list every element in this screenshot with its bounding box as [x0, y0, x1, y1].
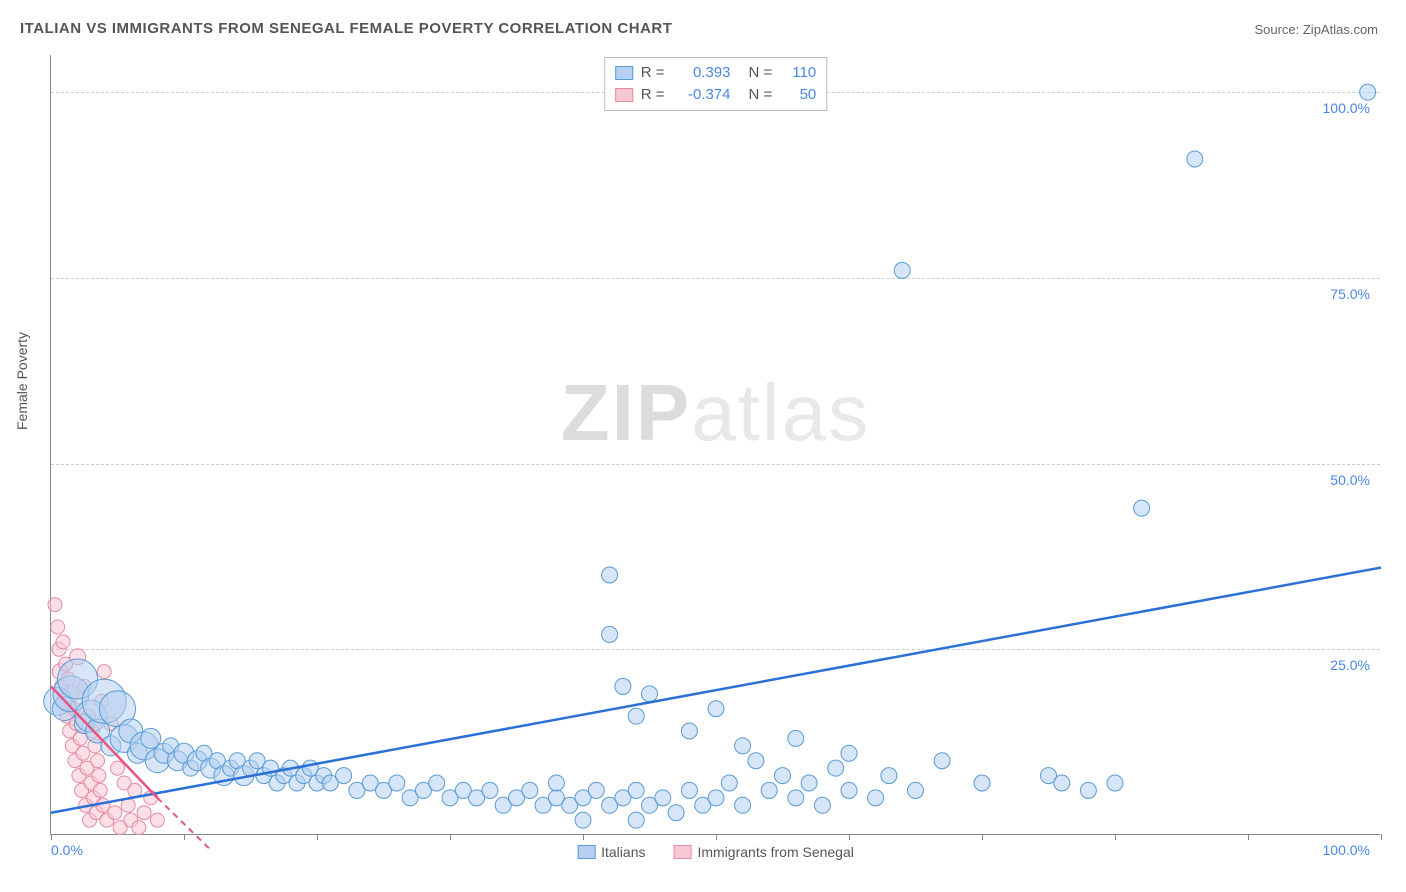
- scatter-point-italian: [1054, 775, 1070, 791]
- x-tick: [1381, 834, 1382, 840]
- scatter-point-italian: [681, 782, 697, 798]
- stat-r-label: R =: [641, 84, 665, 106]
- legend-swatch: [577, 845, 595, 859]
- scatter-point-senegal: [108, 806, 122, 820]
- x-tick: [1248, 834, 1249, 840]
- x-tick: [317, 834, 318, 840]
- scatter-point-italian: [681, 723, 697, 739]
- legend-swatch: [615, 88, 633, 102]
- y-axis-label: Female Poverty: [14, 332, 30, 430]
- scatter-point-italian: [894, 262, 910, 278]
- plot-area: ZIPatlas 25.0%50.0%75.0%100.0% R =0.393N…: [50, 55, 1380, 835]
- stat-n-label: N =: [749, 84, 773, 106]
- x-tick-label-max: 100.0%: [1323, 842, 1370, 858]
- scatter-point-italian: [775, 768, 791, 784]
- scatter-point-senegal: [48, 598, 62, 612]
- scatter-point-italian: [628, 812, 644, 828]
- scatter-point-italian: [522, 782, 538, 798]
- stats-legend: R = 0.393 N = 110 R = -0.374 N = 50: [604, 57, 828, 111]
- x-tick: [450, 834, 451, 840]
- scatter-point-italian: [735, 797, 751, 813]
- legend-item: Immigrants from Senegal: [673, 844, 853, 860]
- scatter-point-italian: [761, 782, 777, 798]
- scatter-point-italian: [429, 775, 445, 791]
- legend-swatch: [615, 66, 633, 80]
- scatter-point-senegal: [56, 635, 70, 649]
- scatter-point-italian: [548, 775, 564, 791]
- scatter-point-italian: [708, 701, 724, 717]
- scatter-point-italian: [389, 775, 405, 791]
- scatter-point-italian: [708, 790, 724, 806]
- scatter-point-senegal: [51, 620, 65, 634]
- scatter-point-italian: [1134, 500, 1150, 516]
- scatter-point-italian: [881, 768, 897, 784]
- legend-swatch: [673, 845, 691, 859]
- scatter-point-italian: [841, 745, 857, 761]
- scatter-point-italian: [908, 782, 924, 798]
- scatter-point-italian: [841, 782, 857, 798]
- scatter-point-italian: [588, 782, 604, 798]
- scatter-point-italian: [974, 775, 990, 791]
- trendline-senegal-dash: [157, 798, 210, 850]
- scatter-point-italian: [1360, 84, 1376, 100]
- scatter-point-senegal: [137, 806, 151, 820]
- stat-r-value: -0.374: [673, 84, 731, 106]
- stat-r-label: R =: [641, 62, 665, 84]
- x-tick: [982, 834, 983, 840]
- scatter-point-senegal: [92, 769, 106, 783]
- scatter-point-italian: [628, 782, 644, 798]
- scatter-point-italian: [801, 775, 817, 791]
- x-tick-label-min: 0.0%: [51, 842, 83, 858]
- scatter-point-senegal: [76, 746, 90, 760]
- scatter-point-italian: [788, 730, 804, 746]
- scatter-point-senegal: [150, 813, 164, 827]
- scatter-point-italian: [748, 753, 764, 769]
- scatter-point-senegal: [111, 761, 125, 775]
- stat-n-value: 50: [780, 84, 816, 106]
- scatter-point-italian: [868, 790, 884, 806]
- scatter-point-italian: [336, 768, 352, 784]
- stat-r-value: 0.393: [673, 62, 731, 84]
- scatter-point-italian: [735, 738, 751, 754]
- scatter-point-italian: [1107, 775, 1123, 791]
- x-tick: [583, 834, 584, 840]
- scatter-point-italian: [1080, 782, 1096, 798]
- scatter-point-senegal: [93, 783, 107, 797]
- scatter-svg: [51, 55, 1380, 834]
- scatter-point-senegal: [132, 821, 146, 835]
- x-tick: [184, 834, 185, 840]
- stats-legend-row: R = -0.374 N = 50: [615, 84, 817, 106]
- scatter-point-italian: [934, 753, 950, 769]
- source-attribution: Source: ZipAtlas.com: [1254, 22, 1378, 37]
- x-tick: [51, 834, 52, 840]
- legend-label: Italians: [601, 844, 645, 860]
- scatter-point-italian: [602, 626, 618, 642]
- scatter-point-italian: [828, 760, 844, 776]
- scatter-point-italian: [628, 708, 644, 724]
- stat-n-label: N =: [749, 62, 773, 84]
- legend-item: Italians: [577, 844, 645, 860]
- scatter-point-italian: [575, 812, 591, 828]
- scatter-point-italian: [788, 790, 804, 806]
- scatter-point-italian: [642, 686, 658, 702]
- x-tick: [1115, 834, 1116, 840]
- stat-n-value: 110: [780, 62, 816, 84]
- scatter-point-italian: [721, 775, 737, 791]
- stats-legend-row: R = 0.393 N = 110: [615, 62, 817, 84]
- scatter-point-senegal: [91, 754, 105, 768]
- trendline-italian: [51, 568, 1381, 813]
- x-tick: [849, 834, 850, 840]
- scatter-point-italian: [615, 678, 631, 694]
- x-tick: [716, 834, 717, 840]
- legend-label: Immigrants from Senegal: [697, 844, 853, 860]
- scatter-point-italian: [602, 567, 618, 583]
- scatter-point-senegal: [97, 665, 111, 679]
- series-legend: Italians Immigrants from Senegal: [577, 844, 854, 860]
- scatter-point-italian: [814, 797, 830, 813]
- scatter-point-italian: [655, 790, 671, 806]
- chart-title: ITALIAN VS IMMIGRANTS FROM SENEGAL FEMAL…: [20, 20, 672, 37]
- scatter-point-italian: [482, 782, 498, 798]
- scatter-point-italian: [668, 805, 684, 821]
- scatter-point-italian: [1187, 151, 1203, 167]
